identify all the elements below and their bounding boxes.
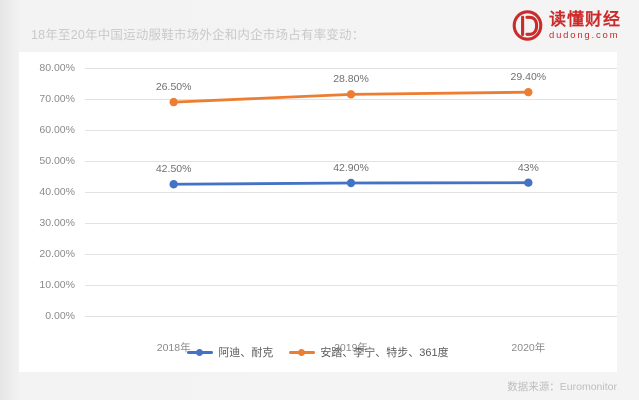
data-point-label: 29.40%	[510, 71, 547, 84]
data-point-label: 28.80%	[333, 73, 369, 86]
y-axis-tick-label: 60.00%	[39, 124, 75, 136]
y-axis-tick-label: 30.00%	[39, 217, 75, 229]
data-point-marker[interactable]	[169, 180, 178, 189]
gridline	[85, 130, 617, 131]
y-axis-tick-label: 70.00%	[39, 93, 75, 105]
legend-label: 安踏、李宁、特步、361度	[320, 347, 449, 359]
x-axis-tick-label: 2018年	[156, 342, 191, 354]
chart-legend: 阿迪、耐克 安踏、李宁、特步、361度	[19, 344, 617, 360]
legend-swatch-icon	[289, 347, 316, 357]
gridline	[85, 223, 617, 224]
legend-item[interactable]: 安踏、李宁、特步、361度	[289, 344, 449, 360]
brand-domain: dudong.com	[549, 29, 620, 41]
brand-name: 读懂财经	[549, 9, 621, 29]
data-point-marker[interactable]	[346, 90, 356, 99]
data-point-label: 42.90%	[333, 162, 369, 174]
data-point-label: 43%	[517, 161, 539, 174]
brand-logo-text: 读懂财经 dudong.com	[549, 11, 621, 41]
x-axis-labels: 2018年 2019年 2020年	[85, 68, 617, 354]
brand-logo: 读懂财经 dudong.com	[512, 10, 621, 41]
y-axis-tick-label: 40.00%	[39, 186, 75, 198]
gridline	[85, 254, 617, 255]
y-axis-tick-label: 20.00%	[39, 248, 75, 260]
gridline	[85, 192, 617, 193]
series-layer	[169, 87, 533, 189]
legend-label: 阿迪、耐克	[218, 347, 274, 359]
gridline	[85, 99, 617, 100]
data-point-marker[interactable]	[524, 87, 533, 97]
data-point-label: 42.50%	[155, 163, 192, 176]
page-title: 18年至20年中国运动服鞋市场外企和内企市场占有率变动：	[31, 28, 365, 42]
gridline	[85, 285, 617, 286]
legend-item[interactable]: 阿迪、耐克	[187, 344, 273, 360]
data-point-marker[interactable]	[346, 178, 356, 188]
y-axis-tick-label: 80.00%	[39, 62, 75, 74]
data-point-label: 26.50%	[155, 81, 192, 94]
y-axis-labels: 0.00% 10.00% 20.00% 30.00% 40.00% 50.00% 60.00…	[19, 62, 83, 322]
x-axis-tick-label: 2020年	[511, 342, 546, 354]
data-point-marker[interactable]	[169, 97, 178, 107]
y-axis-tick-label: 0.00%	[45, 310, 75, 322]
y-axis-tick-label: 10.00%	[39, 279, 75, 291]
data-point-marker[interactable]	[524, 178, 533, 187]
gridline	[85, 68, 617, 69]
chart-panel: 0.00% 10.00% 20.00% 30.00% 40.00% 50.00% 60.00…	[19, 52, 617, 372]
plot-area: 42.50% 42.90% 43% 26.50% 28.80% 29.40%	[85, 68, 617, 317]
x-axis-tick-label: 2019年	[334, 342, 368, 354]
source-attribution: 数据来源：Euromonitor	[507, 381, 617, 393]
gridline	[85, 316, 617, 317]
chart-header: 18年至20年中国运动服鞋市场外企和内企市场占有率变动： 读懂财经 dudong…	[0, 0, 639, 52]
dudong-logo-mark-icon	[512, 10, 543, 41]
gridline	[85, 161, 617, 162]
legend-swatch-icon	[187, 347, 214, 357]
y-axis-tick-label: 50.00%	[39, 155, 75, 167]
